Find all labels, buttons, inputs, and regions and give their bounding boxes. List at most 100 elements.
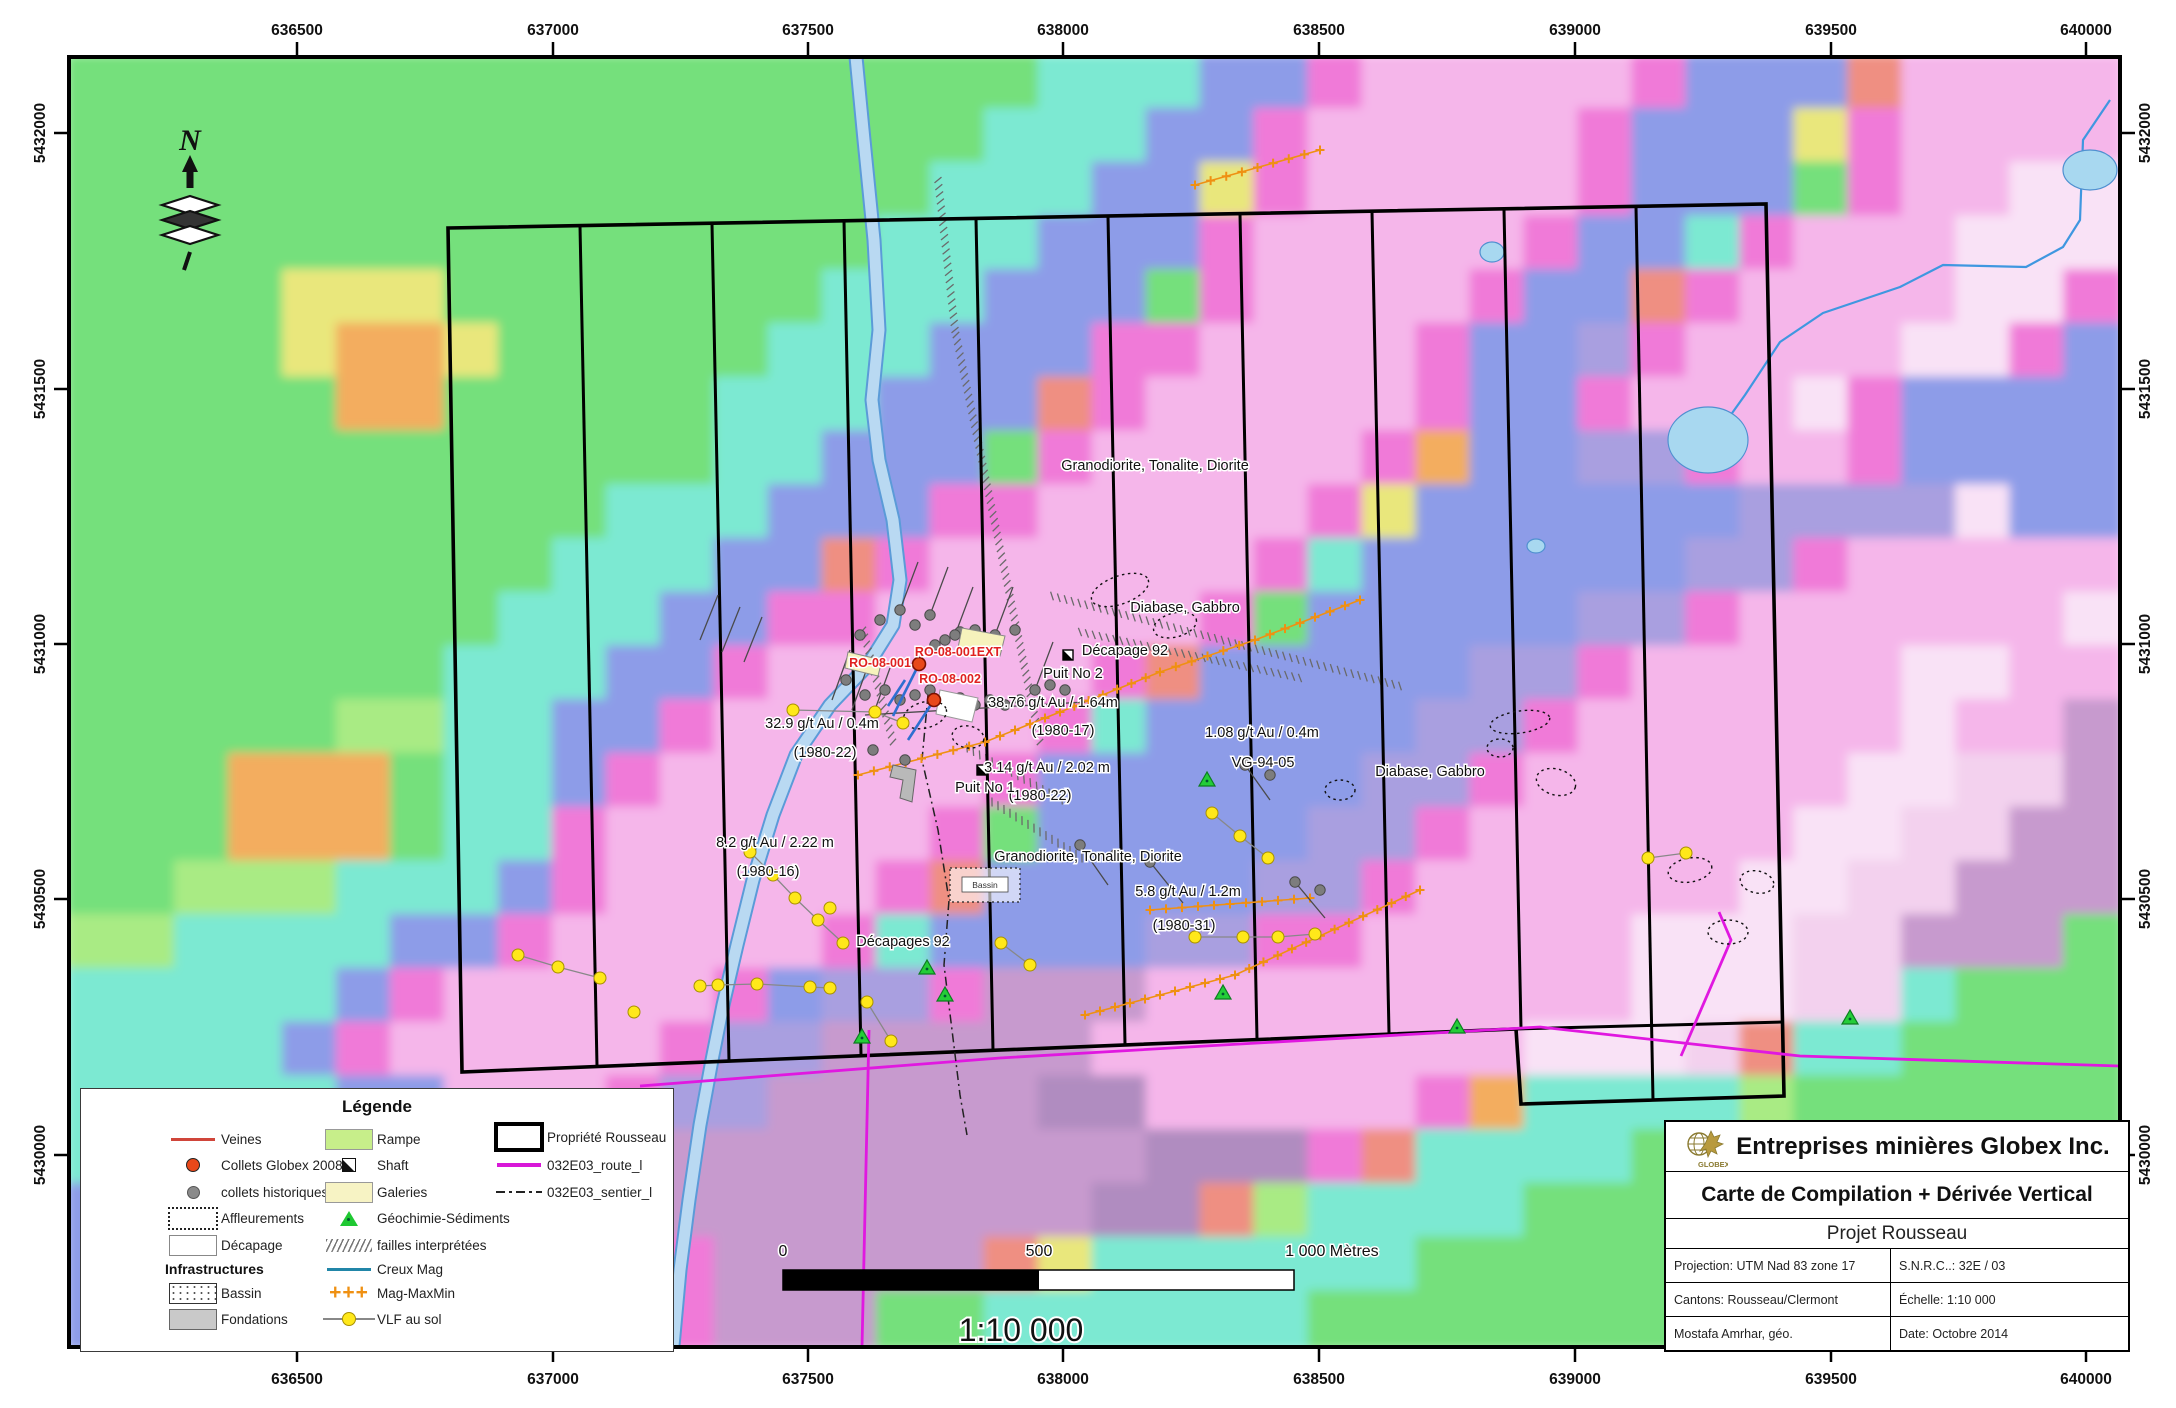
assay-label: 8.2 g/t Au / 2.22 m — [716, 835, 834, 851]
raster-cell — [983, 699, 1044, 759]
raster-cell — [389, 269, 450, 329]
raster-cell — [69, 322, 126, 383]
raster-cell — [1577, 1129, 1638, 1189]
raster-cell — [1523, 1182, 1584, 1243]
raster-cell — [1523, 591, 1584, 652]
raster-cell — [767, 537, 828, 598]
raster-cell — [1253, 57, 1314, 114]
raster-cell — [1037, 161, 1098, 222]
raster-cell — [1469, 537, 1530, 598]
fault-hatch-tick — [1003, 579, 1011, 587]
raster-cell — [1199, 57, 1260, 114]
cantons-info: Cantons: Rousseau/Clermont — [1674, 1292, 1838, 1307]
raster-cell — [1145, 914, 1206, 974]
vlf-station-dot — [836, 936, 850, 950]
assay-label: 32.9 g/t Au / 0.4m — [765, 716, 879, 732]
fault-hatch-tick — [1091, 630, 1096, 640]
geology-label: Granodiorite, Tonalite, Diorite — [994, 849, 1182, 865]
raster-cell — [1199, 1182, 1260, 1243]
claim-division-line — [1370, 211, 1391, 1034]
raster-cell — [1361, 1075, 1422, 1135]
raster-cell — [497, 752, 558, 813]
fault-hatch-tick — [1220, 635, 1225, 645]
raster-cell — [227, 484, 288, 544]
road-route-line — [1679, 911, 1733, 1057]
raster-cell — [1307, 967, 1368, 1028]
raster-cell — [1847, 107, 1908, 168]
raster-cell — [497, 537, 558, 598]
vlf-station-dot — [743, 845, 757, 859]
raster-cell — [1091, 215, 1152, 275]
raster-cell — [659, 430, 720, 490]
fault-hatch-icon — [321, 1238, 377, 1252]
vlf-station-dot — [803, 980, 817, 994]
raster-cell — [1793, 376, 1854, 437]
raster-cell — [1199, 860, 1260, 920]
raster-cell — [2063, 537, 2120, 598]
drillhole-label: RO-08-002 — [919, 672, 981, 686]
raster-cell — [1469, 1290, 1530, 1347]
outcrop-outline — [1739, 869, 1775, 895]
raster-cell — [1307, 430, 1368, 490]
raster-cell — [1253, 1182, 1314, 1243]
raster-cell — [1523, 914, 1584, 974]
raster-cell — [713, 1236, 774, 1297]
raster-cell — [227, 537, 288, 598]
raster-cell — [335, 752, 396, 813]
raster-cell — [1523, 1129, 1584, 1189]
raster-cell — [69, 215, 126, 275]
raster-cell — [1523, 752, 1584, 813]
fault-hatch-tick — [1016, 641, 1024, 650]
raster-cell — [173, 591, 234, 652]
geology-label: Diabase, Gabbro — [1130, 600, 1240, 616]
raster-cell — [335, 376, 396, 437]
raster-cell — [119, 269, 180, 329]
raster-cell — [983, 1129, 1044, 1189]
legend-header-infrastructures: Infrastructures — [165, 1261, 264, 1277]
raster-cell — [1955, 107, 2016, 168]
raster-cell — [821, 1075, 882, 1135]
magnetic-raster-layer — [69, 57, 2120, 1347]
raster-cell — [443, 860, 504, 920]
raster-cell — [2063, 645, 2120, 705]
raster-cell — [713, 591, 774, 652]
raster-cell — [713, 537, 774, 598]
raster-cell — [1469, 161, 1530, 222]
vlf-line — [866, 1001, 892, 1042]
legend-item-affleurements: Affleurements — [165, 1206, 304, 1230]
fault-hatch-tick — [1016, 771, 1019, 781]
fault-hatch-tick — [1084, 600, 1089, 610]
fault-hatch-tick — [1297, 673, 1303, 683]
raster-cell — [119, 322, 180, 383]
snrc-info: S.N.R.C..: 32E / 03 — [1890, 1249, 2128, 1282]
raster-cell — [1631, 1021, 1692, 1082]
raster-cell — [1199, 322, 1260, 383]
raster-cell — [605, 269, 666, 329]
raster-cell — [1631, 57, 1692, 114]
raster-cell — [983, 752, 1044, 813]
lake — [2062, 149, 2118, 191]
gis-layer-diamond — [158, 209, 222, 231]
raster-cell — [1955, 914, 2016, 974]
raster-cell — [1955, 860, 2016, 920]
raster-cell — [497, 860, 558, 920]
raster-cell — [389, 322, 450, 383]
gray-collar-icon — [165, 1185, 221, 1199]
raster-cell — [1469, 591, 1530, 652]
vlf-station-dot — [511, 948, 525, 962]
fault-hatch-tick — [1042, 785, 1044, 795]
fault-hatch-tick — [1200, 630, 1205, 640]
fault-hatch-tick — [1049, 591, 1055, 601]
raster-cell — [1577, 161, 1638, 222]
raster-cell — [1577, 806, 1638, 867]
basin-icon — [165, 1282, 221, 1304]
raster-cell — [497, 430, 558, 490]
raster-cell — [1091, 484, 1152, 544]
raster-cell — [1631, 591, 1692, 652]
raster-cell — [1145, 322, 1206, 383]
raster-cell — [1631, 699, 1692, 759]
raster-cell — [1307, 376, 1368, 437]
raster-cell — [1307, 752, 1368, 813]
raster-cell — [983, 806, 1044, 867]
